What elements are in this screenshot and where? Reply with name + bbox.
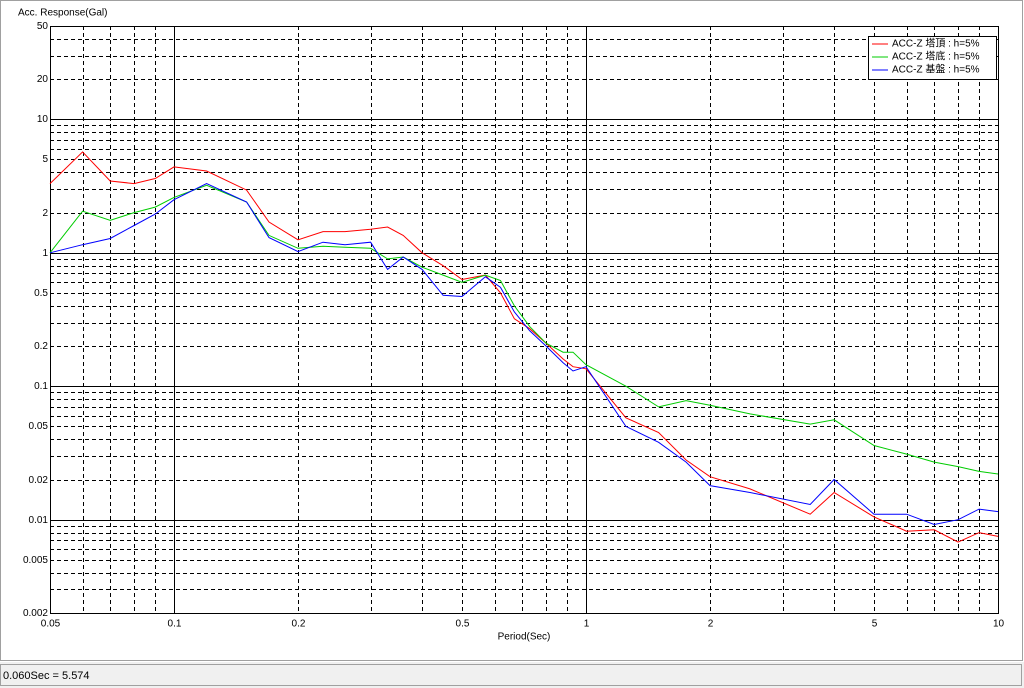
x-tick-label: 5 xyxy=(872,619,878,630)
y-tick-label: 2 xyxy=(42,208,48,219)
legend-label: ACC-Z 基盤 : h=5% xyxy=(892,63,980,76)
x-tick-label: 0.2 xyxy=(292,619,306,630)
x-tick-label: 0.05 xyxy=(41,619,61,630)
y-tick-label: 5 xyxy=(42,154,48,165)
x-tick-label: 1 xyxy=(584,619,590,630)
series-line xyxy=(49,151,999,543)
y-tick-label: 0.02 xyxy=(29,475,49,486)
x-tick-label: 2 xyxy=(708,619,714,630)
y-tick-label: 20 xyxy=(37,74,49,85)
y-tick-label: 0.2 xyxy=(34,341,48,352)
status-bar: 0.060Sec = 5.574 xyxy=(0,664,1022,686)
y-tick-label: 0.01 xyxy=(29,515,49,526)
x-tick-label: 10 xyxy=(993,619,1005,630)
y-tick-label: 50 xyxy=(37,21,49,32)
plot-frame xyxy=(50,26,999,614)
legend-box xyxy=(868,36,997,80)
y-axis-title: Acc. Response(Gal) xyxy=(18,8,107,19)
x-tick-label: 0.5 xyxy=(456,619,470,630)
y-tick-label: 0.1 xyxy=(34,381,48,392)
series-line xyxy=(49,183,999,526)
y-tick-label: 0.005 xyxy=(23,555,48,566)
x-tick-label: 0.1 xyxy=(168,619,182,630)
chart: Acc. Response(Gal) Period(Sec) 0.002 0.00… xyxy=(0,0,1024,662)
legend-label: ACC-Z 塔頂 : h=5% xyxy=(892,37,980,50)
chart-frame xyxy=(0,0,1023,661)
legend-label: ACC-Z 塔底 : h=5% xyxy=(892,50,980,63)
x-axis-title: Period(Sec) xyxy=(498,632,551,643)
y-tick-label: 0.05 xyxy=(29,421,49,432)
series-line xyxy=(49,184,999,475)
y-tick-label: 10 xyxy=(37,114,49,125)
y-tick-label: 1 xyxy=(42,248,48,259)
y-tick-label: 0.5 xyxy=(34,288,48,299)
y-tick-label: 0.002 xyxy=(23,608,48,619)
